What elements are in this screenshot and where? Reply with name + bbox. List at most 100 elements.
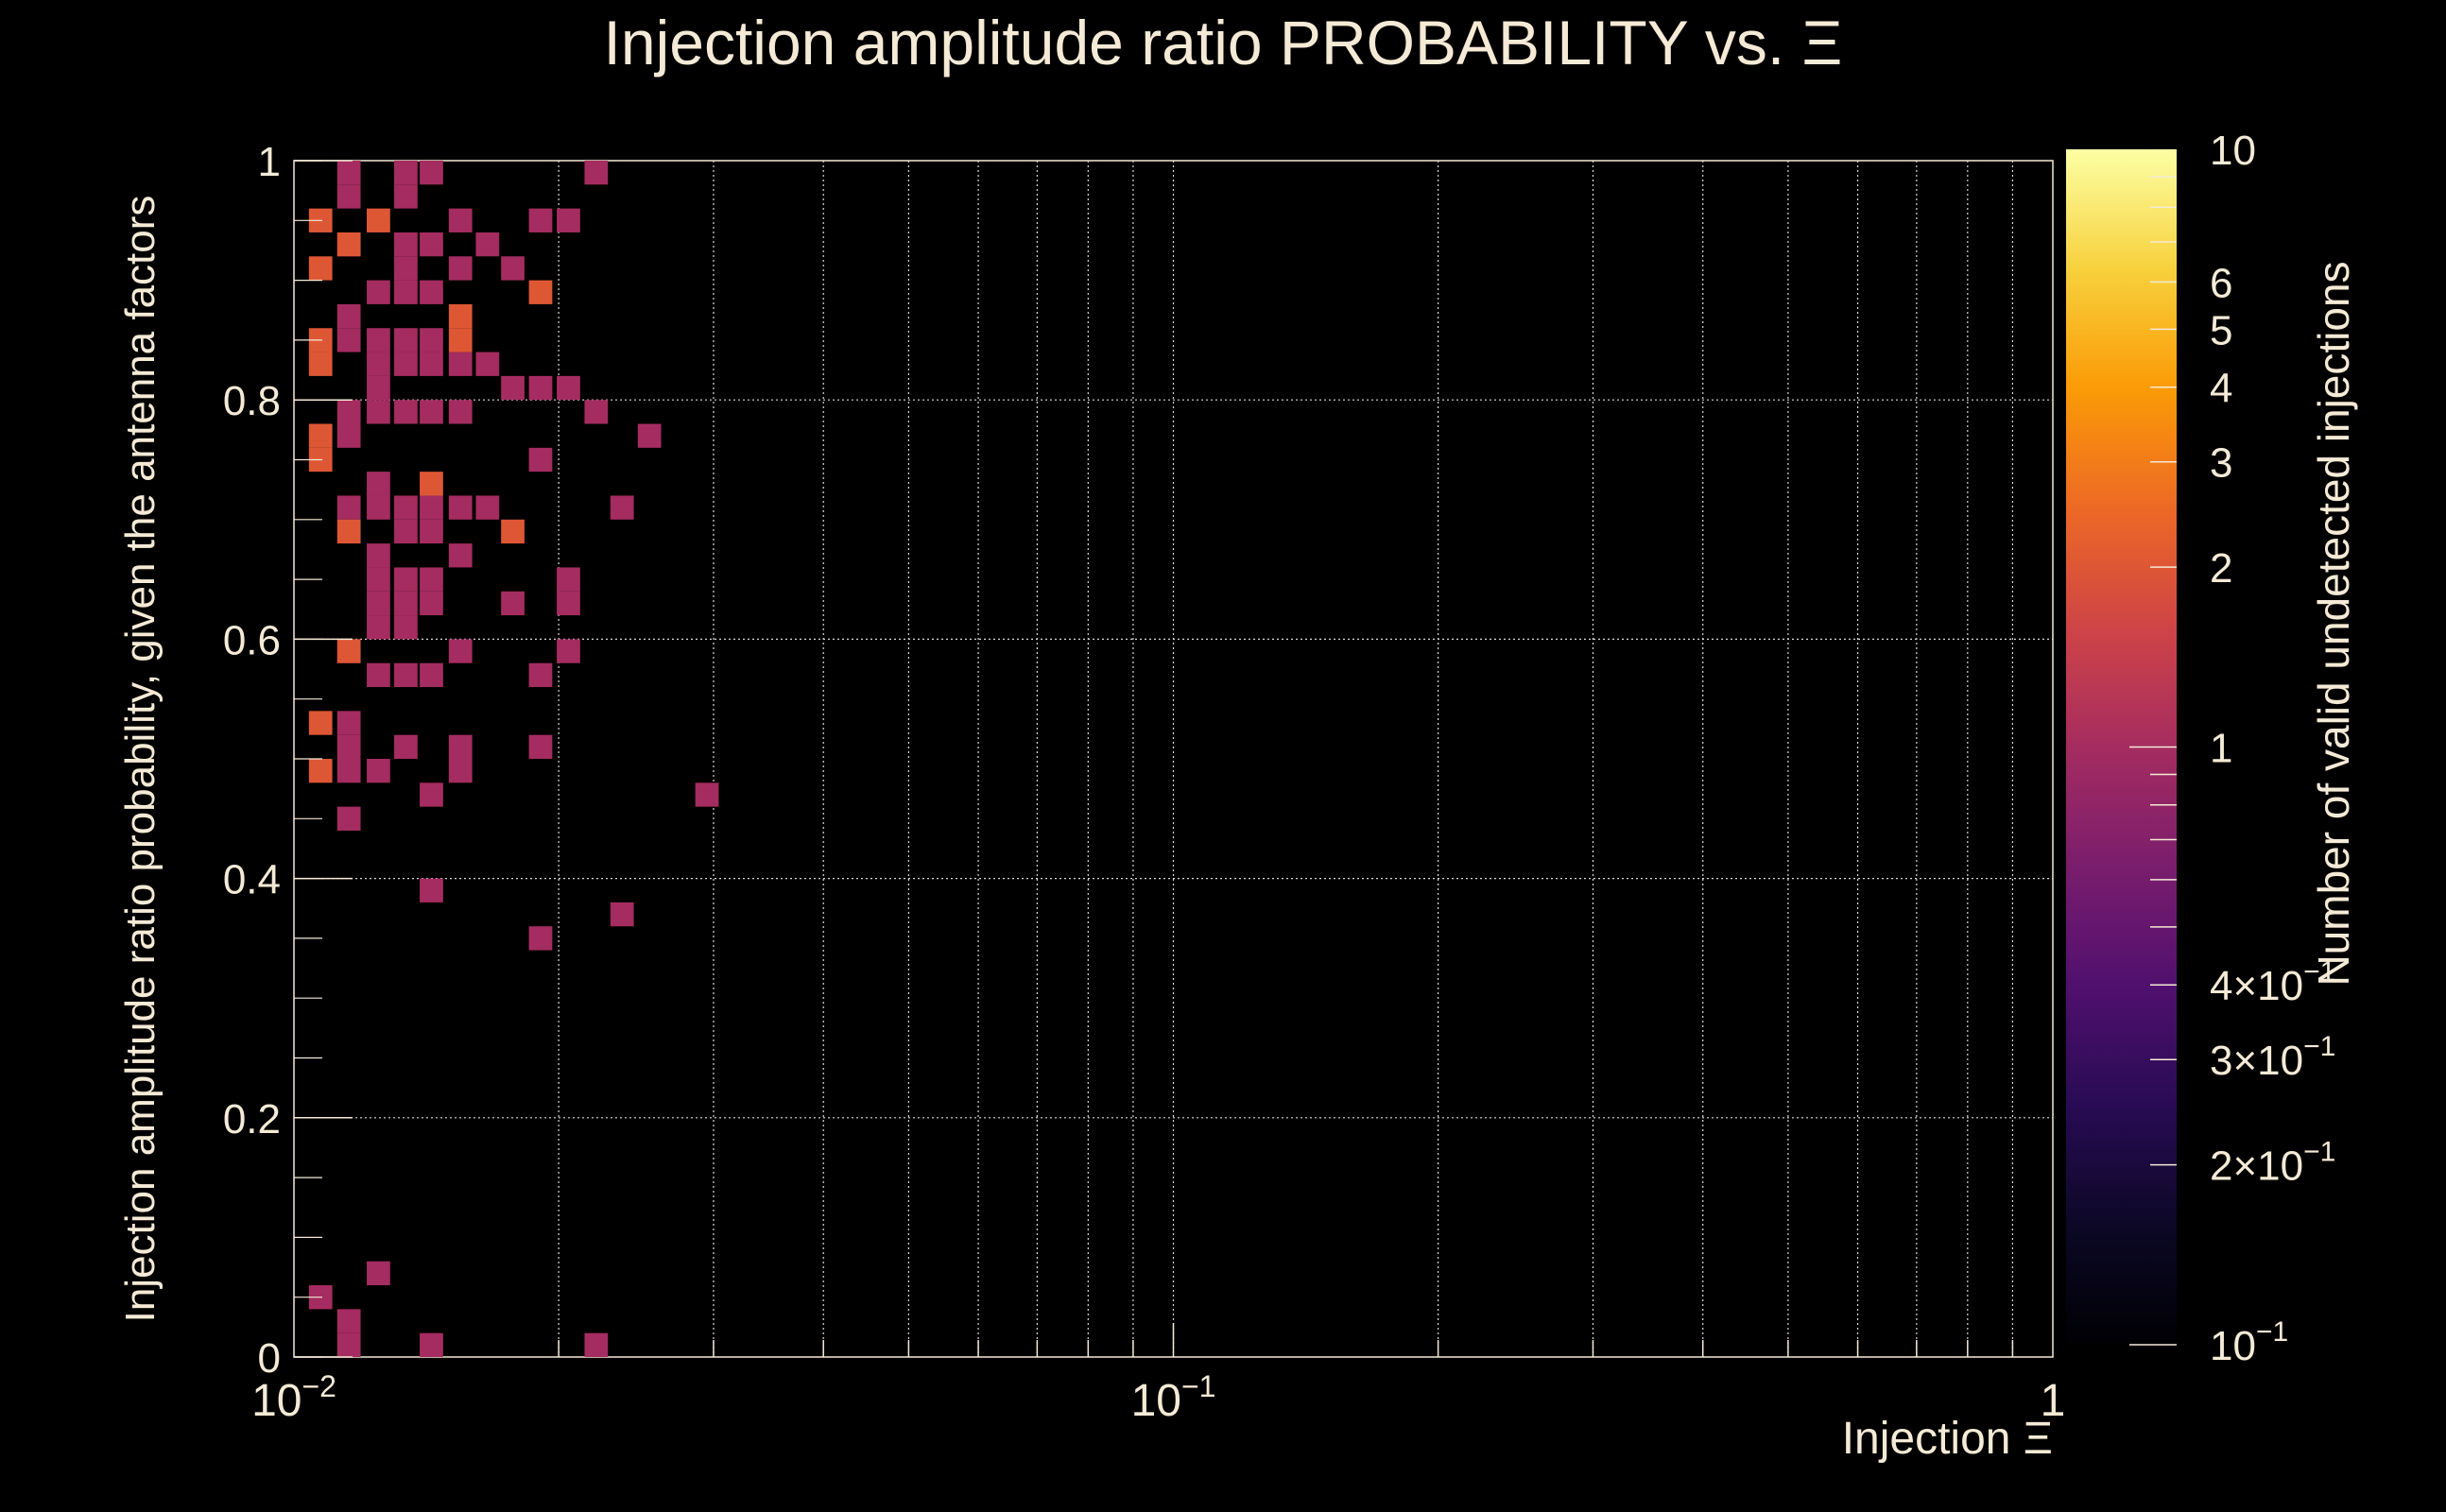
heatmap-cell (336, 232, 361, 257)
heatmap-cell (367, 759, 390, 783)
heatmap-cell (336, 734, 361, 759)
heatmap-cell (475, 495, 500, 520)
heatmap-cell (367, 472, 390, 496)
colorbar-tick-label: 3 (2210, 440, 2232, 487)
heatmap-cell (448, 639, 473, 663)
heatmap-cell (394, 161, 418, 185)
heatmap-cell (584, 1332, 609, 1357)
heatmap-cell (367, 375, 390, 401)
colorbar-tick-label: 2 (2210, 545, 2232, 592)
heatmap-cell (336, 423, 361, 448)
heatmap-cell (394, 352, 418, 376)
heatmap-cell (448, 352, 473, 376)
heatmap-cell (420, 328, 443, 352)
heatmap-cell (557, 567, 580, 592)
chart-title: Injection amplitude ratio PROBABILITY vs… (604, 8, 1843, 77)
heatmap-cell (367, 328, 390, 352)
heatmap-cell (336, 759, 361, 783)
heatmap-cell (308, 352, 333, 376)
heatmap-cell (528, 662, 553, 688)
heatmap-cell (448, 734, 473, 759)
heatmap-cell (336, 184, 361, 209)
heatmap-cell (394, 184, 418, 209)
heatmap-cell (336, 806, 361, 831)
heatmap-cell (528, 375, 553, 401)
heatmap-cell (420, 591, 443, 616)
heatmap-cell (367, 208, 390, 232)
heatmap-cell (394, 662, 418, 688)
heatmap-cell (501, 591, 525, 616)
heatmap-cell (308, 423, 333, 448)
heatmap-cell (501, 375, 525, 401)
heatmap-cell (394, 567, 418, 592)
heatmap-cell (336, 328, 361, 352)
heatmap-cell (336, 1309, 361, 1333)
heatmap-cell (475, 352, 500, 376)
heatmap-cell (501, 519, 525, 544)
heatmap-cell (448, 208, 473, 232)
heatmap-cell (336, 639, 361, 663)
heatmap-cell (420, 1332, 443, 1357)
heatmap-cell (394, 734, 418, 759)
heatmap-cell (420, 400, 443, 424)
heatmap-cell (420, 782, 443, 807)
colorbar-tick-label: 4 (2210, 366, 2232, 412)
heatmap-cell (420, 567, 443, 592)
heatmap-cell (420, 232, 443, 257)
heatmap-cell (394, 280, 418, 304)
colorbar-tick-label: 10−1 (2210, 1316, 2288, 1369)
y-tick-label: 0.6 (223, 617, 281, 663)
grid-lines (294, 161, 2053, 1357)
heatmap-cell (420, 878, 443, 902)
axes: 0 0.2 0.4 0.6 0.8 1 10−2 10−1 1 (223, 139, 2066, 1426)
heatmap-cell (394, 232, 418, 257)
heatmap-cell (557, 639, 580, 663)
heatmap-cell (420, 662, 443, 688)
heatmap-cell (584, 161, 609, 185)
heatmap-cell (475, 232, 500, 257)
heatmap-cell (308, 256, 333, 281)
heatmap-cell (637, 423, 662, 448)
heatmap-cell (308, 711, 333, 735)
x-tick-label: 10−2 (251, 1369, 336, 1426)
heatmap-cell (336, 519, 361, 544)
heatmap-cell (420, 519, 443, 544)
x-tick-label: 1 (2041, 1376, 2066, 1426)
heatmap-cell (367, 662, 390, 688)
y-tick-label: 0.2 (223, 1096, 281, 1143)
heatmap-cell (501, 256, 525, 281)
heatmap-cell (367, 352, 390, 376)
heatmap-cell (367, 1261, 390, 1286)
colorbar-tick-label: 3×10−1 (2210, 1031, 2335, 1084)
y-tick-label: 0.4 (223, 857, 281, 903)
heatmap-cell (420, 495, 443, 520)
heatmap-cell (394, 495, 418, 520)
colorbar-tick-label: 2×10−1 (2210, 1137, 2335, 1190)
heatmap-cell (448, 256, 473, 281)
heatmap-cell (336, 495, 361, 520)
heatmap-cell (448, 759, 473, 783)
heatmap-cell (528, 447, 553, 472)
heatmap-cell (448, 328, 473, 352)
heatmap-cell (367, 591, 390, 616)
colorbar-label: Number of valid undetected injections (2309, 261, 2358, 986)
heatmap-cell (420, 280, 443, 304)
heatmap-cell (420, 161, 443, 185)
heatmap-cell (557, 208, 580, 232)
heatmap-cell (448, 303, 473, 329)
heatmap-cell (528, 926, 553, 951)
y-tick-label: 0.8 (223, 378, 281, 424)
heatmap-cell (394, 519, 418, 544)
heatmap-cell (336, 161, 361, 185)
heatmap-cell (420, 472, 443, 496)
heatmap-cell (367, 400, 390, 424)
heatmap-cell (394, 400, 418, 424)
heatmap-cell (367, 543, 390, 568)
heatmap-cell (420, 352, 443, 376)
colorbar-tick-label: 1 (2210, 726, 2232, 772)
heatmap-cell (448, 543, 473, 568)
heatmap-cell (448, 495, 473, 520)
heatmap-cell (394, 615, 418, 640)
colorbar-tick-label: 10 (2210, 128, 2256, 174)
